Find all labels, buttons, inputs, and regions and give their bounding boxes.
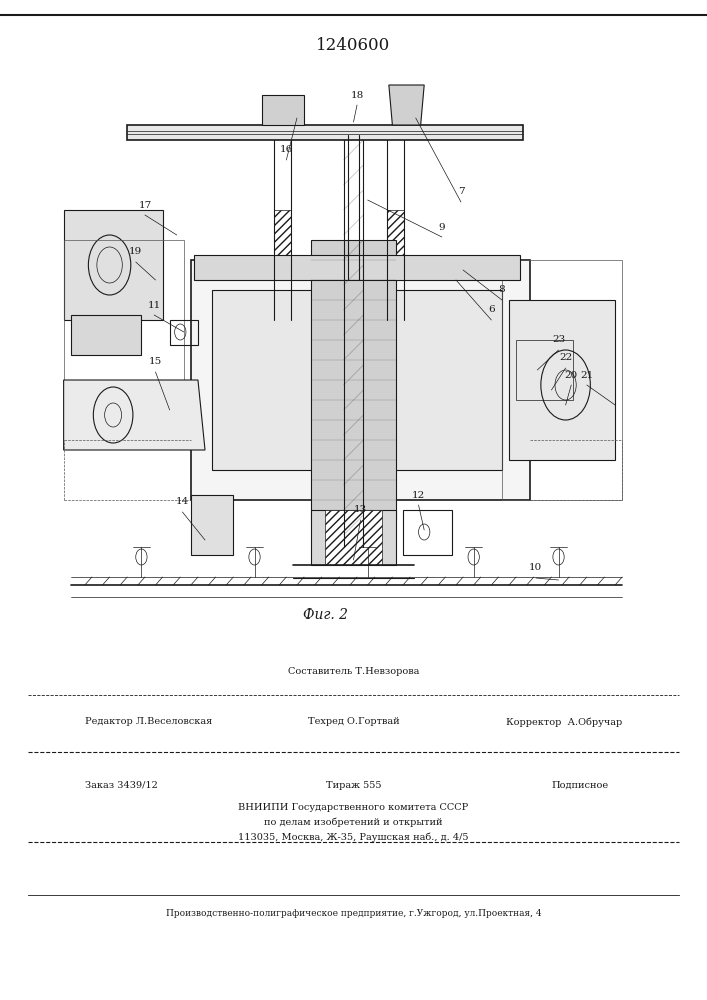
Text: 13: 13 [354, 506, 367, 514]
Text: 21: 21 [580, 370, 593, 379]
Text: Заказ 3439/12: Заказ 3439/12 [85, 780, 158, 790]
Bar [509, 300, 615, 460]
Text: 15: 15 [149, 358, 162, 366]
Text: Редактор Л.Веселовская: Редактор Л.Веселовская [85, 718, 212, 726]
Bar [311, 240, 396, 520]
Text: 20: 20 [565, 370, 578, 379]
Bar [389, 290, 502, 470]
Text: Тираж 555: Тираж 555 [326, 780, 381, 790]
Text: 16: 16 [280, 145, 293, 154]
Text: 6: 6 [488, 306, 495, 314]
Text: 14: 14 [176, 497, 189, 506]
Text: Фиг. 2: Фиг. 2 [303, 608, 348, 622]
Bar [191, 495, 233, 555]
Text: 9: 9 [438, 223, 445, 232]
Bar [170, 320, 198, 345]
Bar [387, 210, 404, 270]
Bar [403, 510, 452, 555]
Bar [64, 240, 184, 420]
Text: 113035, Москва, Ж-35, Раушская наб., д. 4/5: 113035, Москва, Ж-35, Раушская наб., д. … [238, 832, 469, 842]
Bar [212, 290, 318, 470]
Bar [127, 125, 523, 140]
Text: Составитель Т.Невзорова: Составитель Т.Невзорова [288, 668, 419, 676]
Text: 8: 8 [498, 286, 506, 294]
Polygon shape [64, 380, 205, 450]
Bar [502, 260, 622, 500]
Bar [325, 510, 382, 565]
Bar [516, 340, 573, 400]
Bar [311, 510, 396, 565]
Text: 1240600: 1240600 [316, 36, 391, 53]
Bar [71, 315, 141, 355]
Text: 10: 10 [530, 564, 542, 572]
Text: по делам изобретений и открытий: по делам изобретений и открытий [264, 817, 443, 827]
Bar [274, 210, 291, 270]
Text: 19: 19 [129, 247, 142, 256]
Bar [262, 95, 304, 125]
Text: Подписное: Подписное [551, 780, 608, 790]
Text: Корректор  А.Обручар: Корректор А.Обручар [506, 717, 622, 727]
Text: Техред О.Гортвай: Техред О.Гортвай [308, 718, 399, 726]
Polygon shape [389, 85, 424, 125]
Text: 7: 7 [457, 188, 464, 196]
Text: 22: 22 [559, 354, 572, 362]
Text: Производственно-полиграфическое предприятие, г.Ужгород, ул.Проектная, 4: Производственно-полиграфическое предприя… [165, 908, 542, 918]
Text: 17: 17 [139, 200, 151, 210]
Text: 11: 11 [148, 300, 160, 310]
Text: ВНИИПИ Государственного комитета СССР: ВНИИПИ Государственного комитета СССР [238, 802, 469, 812]
Text: 12: 12 [412, 490, 425, 499]
Bar [194, 255, 520, 280]
Bar [191, 260, 530, 500]
Text: 23: 23 [552, 336, 565, 344]
Bar [64, 210, 163, 320]
Text: 18: 18 [351, 91, 363, 100]
